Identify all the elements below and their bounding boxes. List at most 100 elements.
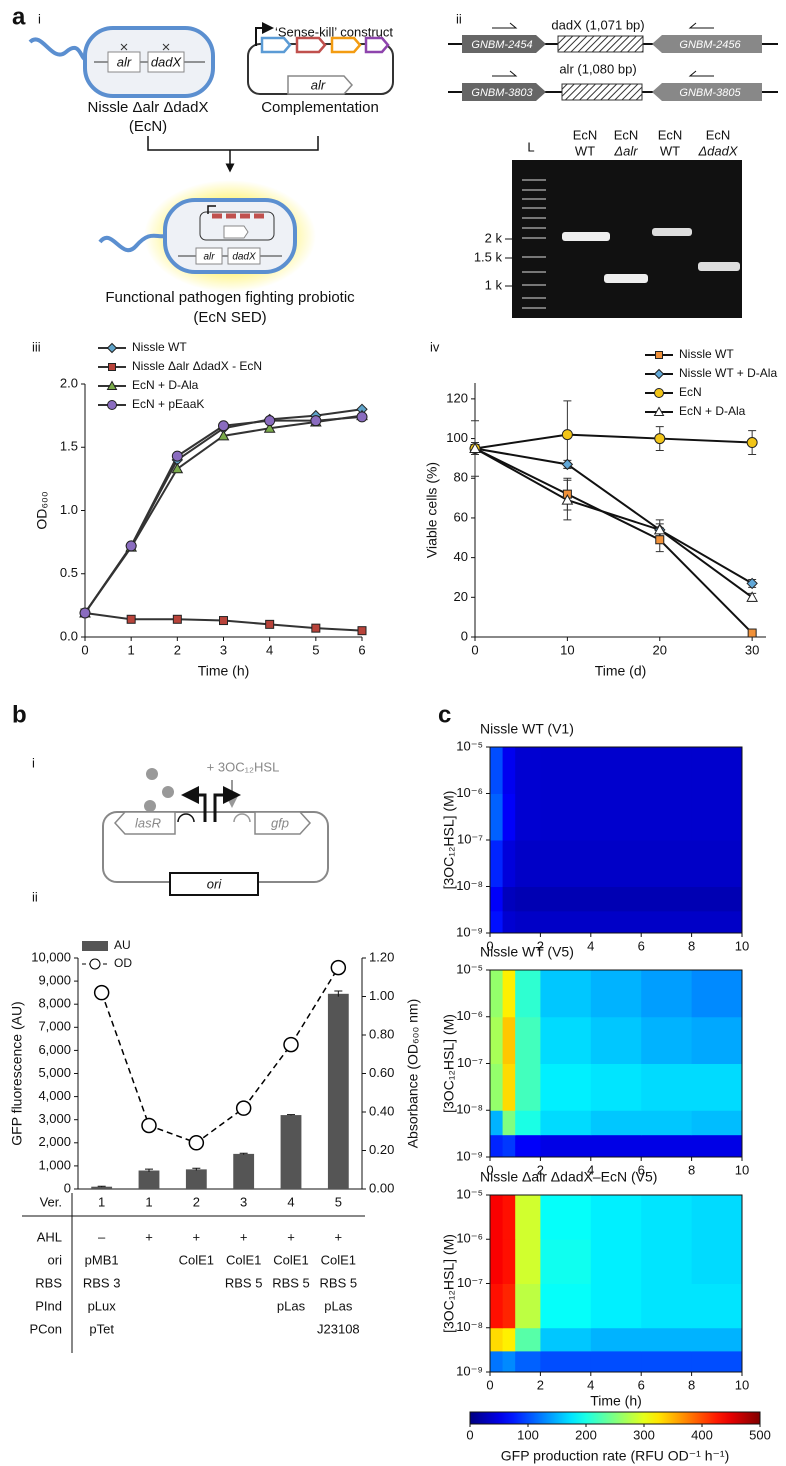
row-label: ori <box>48 1252 63 1267</box>
heatmap-cell <box>515 1283 541 1329</box>
marker <box>653 406 665 416</box>
ahl-molecule <box>162 786 174 798</box>
panel-label: a <box>12 3 26 30</box>
heatmap-cell <box>490 1350 504 1373</box>
colorbar-tick-label: 0 <box>466 1427 473 1442</box>
legend-label: Nissle WT <box>132 340 187 354</box>
heatmap-cell <box>540 1016 592 1064</box>
x-tick-label: 8 <box>688 938 695 953</box>
legend-label: EcN <box>679 385 702 399</box>
lane-label: ΔdadX <box>697 143 738 158</box>
heatmap-cell <box>490 970 504 1018</box>
y-tick-label: 10⁻⁶ <box>456 1231 483 1246</box>
colorbar-tick-label: 400 <box>691 1427 713 1442</box>
y-tick-label: 10⁻⁵ <box>456 738 483 753</box>
y-axis-label: Absorbance (OD₆₀₀ nm) <box>405 999 421 1149</box>
heatmap-cell <box>691 1195 743 1240</box>
size-tick <box>505 238 512 287</box>
legend-label: Nissle WT + D-Ala <box>679 366 777 380</box>
y-tick-label: 80 <box>454 470 468 485</box>
marker <box>171 462 184 474</box>
marker <box>561 429 573 441</box>
marker <box>106 342 118 354</box>
promoter <box>255 22 274 46</box>
marker <box>330 959 347 976</box>
table-cell: + <box>240 1229 248 1244</box>
heatmap-cell <box>502 1016 516 1064</box>
legend-label: EcN + D-Ala <box>679 404 746 418</box>
y-tick-label: 7,000 <box>38 1019 71 1034</box>
y-tick-label: 10⁻⁹ <box>456 1148 483 1163</box>
heatmap-cell <box>691 793 743 841</box>
x-tick-label: 0 <box>471 642 478 657</box>
row-label: PInd <box>35 1298 62 1313</box>
heatmap-cell <box>502 886 516 912</box>
heatmap-cell <box>502 747 516 794</box>
marker <box>357 626 367 636</box>
heatmap-cell <box>540 840 592 887</box>
marker <box>126 614 136 624</box>
heatmap-cell <box>540 1239 592 1284</box>
y-axis-label: Viable cells (%) <box>424 462 440 558</box>
heatmap-cell <box>691 1063 743 1111</box>
heatmap-cell <box>540 793 592 841</box>
heatmap-cell <box>490 1110 504 1136</box>
x-tick-label: 6 <box>638 1377 645 1392</box>
bar <box>280 1115 302 1189</box>
y-tick-label: 40 <box>454 549 468 564</box>
marker <box>653 523 666 535</box>
legend-label: EcN + D-Ala <box>132 378 199 392</box>
y-tick-label: 5,000 <box>38 1065 71 1080</box>
chart-title: Nissle Δalr ΔdadX–EcN (V5) <box>480 1169 657 1185</box>
table-cell: ColE1 <box>273 1252 308 1267</box>
y-tick-label: 10,000 <box>31 949 71 964</box>
subpanel-label: i <box>32 755 35 770</box>
subpanel-label: iii <box>32 339 41 354</box>
y-tick-label: 0.00 <box>369 1180 394 1195</box>
y-tick-label: 60 <box>454 509 468 524</box>
y-tick-label: 3,000 <box>38 1111 71 1126</box>
chart-title: Nissle WT (V1) <box>480 721 574 737</box>
lane-label: EcN <box>573 127 598 142</box>
y-tick-label: 10⁻⁸ <box>456 1102 483 1117</box>
gene <box>462 35 546 53</box>
x-tick-label: 8 <box>688 1162 695 1177</box>
error-bar <box>97 1185 106 1188</box>
heatmap-cell <box>641 840 693 887</box>
table-cell: RBS 5 <box>320 1275 358 1290</box>
error-bar <box>287 1114 295 1116</box>
heatmap-cell <box>641 970 693 1018</box>
gene <box>295 36 327 54</box>
heatmap-cell <box>641 1063 693 1111</box>
size-marker: 1.5 k <box>474 249 503 264</box>
line <box>100 967 339 1144</box>
gene <box>652 35 762 53</box>
gene-label: alr <box>203 252 215 263</box>
table-cell: pLas <box>277 1298 306 1313</box>
y-tick-label: 120 <box>446 390 468 405</box>
marker <box>655 535 665 545</box>
table-cell: pTet <box>89 1321 114 1336</box>
gel-band <box>562 232 610 241</box>
heatmap-cell <box>502 1110 516 1136</box>
gene <box>652 83 762 101</box>
y-tick-label: 0.20 <box>369 1142 394 1157</box>
x-tick-label: 1 <box>128 642 135 657</box>
marker <box>356 411 368 423</box>
y-tick-label: 6,000 <box>38 1042 71 1057</box>
heatmap-cell <box>502 1350 516 1373</box>
marker <box>655 351 663 359</box>
gene <box>260 36 292 54</box>
table-cell: J23108 <box>317 1321 360 1336</box>
heatmap-cell <box>590 1283 642 1329</box>
heatmap-cell <box>590 1195 642 1240</box>
heatmap-cell <box>490 886 504 912</box>
heatmap-cell <box>490 1134 504 1158</box>
error-bar <box>239 1152 248 1155</box>
table-cell: + <box>193 1229 201 1244</box>
heatmap-cell <box>641 886 693 912</box>
heatmap-cell <box>490 793 504 841</box>
table-cell: + <box>287 1229 295 1244</box>
table-cell: RBS 3 <box>83 1275 121 1290</box>
colorbar-tick-label: 300 <box>633 1427 655 1442</box>
